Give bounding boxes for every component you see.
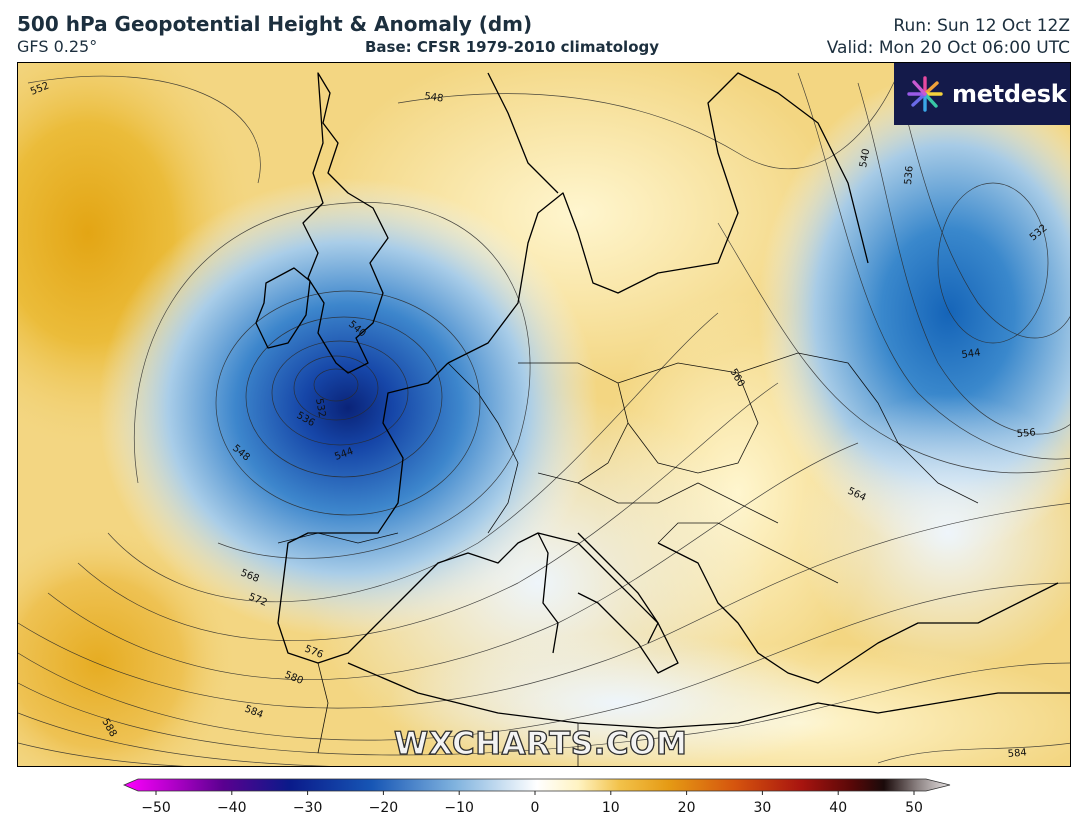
colorbar-strip <box>122 778 951 792</box>
anomaly-colorbar: −50 −40 −30 −20 −10 0 10 20 30 40 50 <box>120 775 960 823</box>
contour-label: 556 <box>1016 427 1036 440</box>
contour-560 <box>47 442 859 681</box>
italy-outline <box>577 532 659 644</box>
wxcharts-watermark: WXCHARTS.COM <box>393 725 688 762</box>
run-time-label: Run: Sun 12 Oct 12Z <box>893 16 1070 36</box>
contour-544-east <box>797 72 1070 460</box>
colorbar-tick-label: −50 <box>141 800 171 816</box>
contour-568 <box>18 582 1070 741</box>
ireland-outline <box>255 267 311 349</box>
contour-label: 584 <box>1007 747 1027 760</box>
colorbar-tick-label: 50 <box>905 800 923 816</box>
contour-536 <box>271 340 409 446</box>
colorbar-tick-label: 0 <box>531 800 540 816</box>
great-britain-outline <box>302 72 389 374</box>
anomaly-map: 552 548 540 536 532 544 540 532 536 544 … <box>17 62 1071 767</box>
contour-label: 548 <box>424 91 444 105</box>
contour-528 <box>313 368 359 402</box>
metdesk-wordmark: metdesk <box>952 80 1067 108</box>
border-spain-france <box>277 532 399 544</box>
contour-556 <box>77 382 779 642</box>
contour-536-east <box>897 82 1070 339</box>
contour-572 <box>18 662 1070 756</box>
colorbar-tick-label: 40 <box>829 800 847 816</box>
positive-anomaly-southwest <box>18 523 238 766</box>
contour-580 <box>18 742 185 766</box>
colorbar-canvas: −50 −40 −30 −20 −10 0 10 20 30 40 50 <box>122 778 951 816</box>
contour-576 <box>18 712 330 766</box>
contour-544 <box>215 290 481 516</box>
scandinavia-coast <box>487 72 559 194</box>
metdesk-logo: metdesk <box>894 63 1070 125</box>
contour-532-east <box>937 182 1049 344</box>
north-africa-coastline <box>347 662 1070 729</box>
colorbar-tick-label: 20 <box>678 800 696 816</box>
contour-540 <box>245 316 443 478</box>
colorbar-tick-label: 10 <box>602 800 620 816</box>
contour-540-east <box>857 82 1070 435</box>
colorbar-tick-label: −20 <box>369 800 399 816</box>
contour-552-east <box>717 222 1070 474</box>
colorbar-tick-label: −30 <box>293 800 323 816</box>
contour-label: 532 <box>313 398 327 419</box>
climatology-base-label: Base: CFSR 1979-2010 climatology <box>365 38 660 56</box>
contour-584-east <box>877 742 1070 764</box>
valid-time-label: Valid: Mon 20 Oct 06:00 UTC <box>826 38 1070 58</box>
contour-548 <box>134 202 531 559</box>
map-canvas: 552 548 540 536 532 544 540 532 536 544 … <box>18 63 1070 766</box>
western-europe-coastline <box>277 362 679 674</box>
chart-title: 500 hPa Geopotential Height & Anomaly (d… <box>17 12 533 36</box>
colorbar-tick-label: 30 <box>753 800 771 816</box>
weak-negative-anomaly-ukraine <box>798 393 1070 673</box>
height-contours <box>18 72 1070 766</box>
country-borders <box>277 352 979 766</box>
border-morocco <box>317 662 329 754</box>
coastlines <box>255 72 1070 729</box>
corsica-sardinia-outline <box>537 532 559 654</box>
contour-548-north <box>397 72 899 169</box>
border-alps-hungary <box>577 482 779 524</box>
model-label: GFS 0.25° <box>17 37 98 56</box>
border-poland <box>617 362 759 474</box>
contour-552 <box>27 75 261 184</box>
contour-564 <box>18 502 1070 709</box>
north-european-coastline <box>447 72 869 364</box>
contour-label: 536 <box>903 165 916 185</box>
colorbar-ticks: −50 −40 −30 −20 −10 0 10 20 30 40 50 <box>141 791 923 816</box>
colorbar-tick-label: −10 <box>444 800 474 816</box>
contour-552-south <box>107 312 719 603</box>
contour-label: 540 <box>858 148 872 169</box>
border-benelux-france <box>447 362 519 534</box>
colorbar-tick-label: −40 <box>217 800 247 816</box>
contour-label: 544 <box>961 347 981 361</box>
weak-negative-anomaly-mediterranean <box>388 633 848 766</box>
negative-anomaly-uk-low <box>98 178 598 638</box>
balkans-coastline <box>657 542 1059 684</box>
contour-532 <box>293 355 379 421</box>
border-belarus-ukraine <box>737 352 979 504</box>
border-balkans <box>657 522 839 584</box>
metdesk-starburst-icon <box>907 76 943 112</box>
